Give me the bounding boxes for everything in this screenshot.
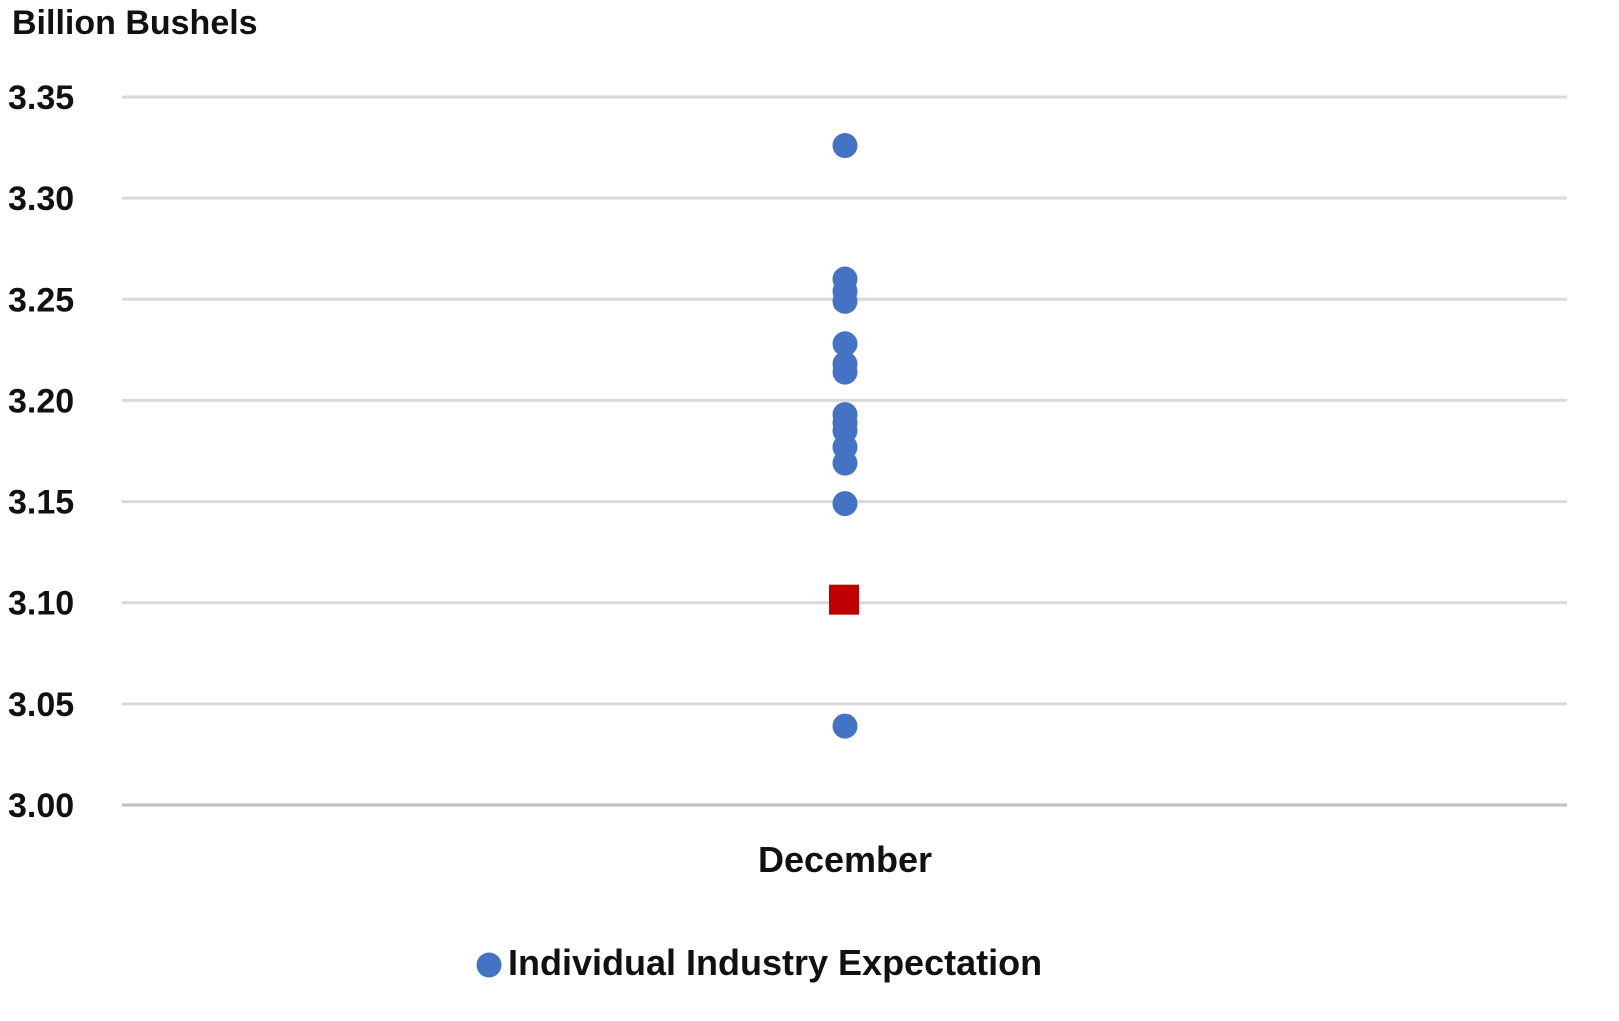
y-tick-label: 3.30 [8, 180, 74, 218]
data-point [832, 359, 858, 385]
data-point [832, 331, 858, 357]
legend-label: Individual Industry Expectation [508, 942, 1042, 983]
y-tick-label: 3.35 [8, 79, 74, 117]
x-tick-labels: December [758, 839, 932, 880]
data-point [832, 713, 858, 739]
y-axis-title: Billion Bushels [12, 4, 258, 42]
data-point [832, 133, 858, 159]
y-tick-label: 3.15 [8, 484, 74, 522]
data-point [832, 491, 858, 517]
data-point-square [829, 584, 859, 615]
data-points [829, 133, 859, 739]
y-tick-label: 3.20 [8, 382, 74, 420]
data-point [832, 450, 858, 476]
legend-marker [476, 952, 502, 978]
y-tick-label: 3.00 [8, 787, 74, 825]
y-tick-label: 3.05 [8, 686, 74, 724]
y-tick-labels: 3.35 3.30 3.25 3.20 3.15 3.10 3.05 3.00 [8, 79, 74, 825]
data-point [832, 288, 858, 314]
y-tick-label: 3.25 [8, 281, 74, 319]
y-tick-label: 3.10 [8, 585, 74, 623]
legend: Individual Industry Expectation [476, 942, 1042, 983]
x-tick-label: December [758, 839, 932, 880]
